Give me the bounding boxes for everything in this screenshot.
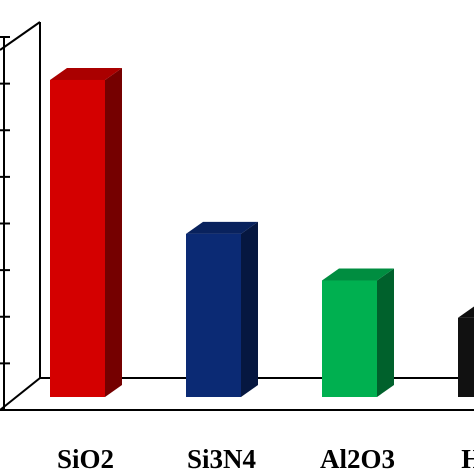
bar-top: [50, 67, 122, 80]
x-tick-label: SiO2: [57, 444, 114, 474]
bar: [186, 233, 241, 397]
bar-side: [377, 268, 394, 397]
bar: [50, 79, 105, 397]
bar-top: [186, 221, 258, 234]
x-tick-label: Al2O3: [320, 444, 395, 474]
bar-top: [322, 268, 394, 281]
bar: [322, 280, 377, 397]
x-tick-label: Si3N4: [187, 444, 256, 474]
bar-top: [458, 306, 474, 318]
top-edge: [0, 21, 41, 51]
bar-side: [241, 221, 258, 397]
bar-side: [105, 67, 122, 397]
x-tick-label: HfO2: [461, 444, 474, 474]
bar: [458, 317, 474, 397]
floor-side: [0, 377, 41, 411]
